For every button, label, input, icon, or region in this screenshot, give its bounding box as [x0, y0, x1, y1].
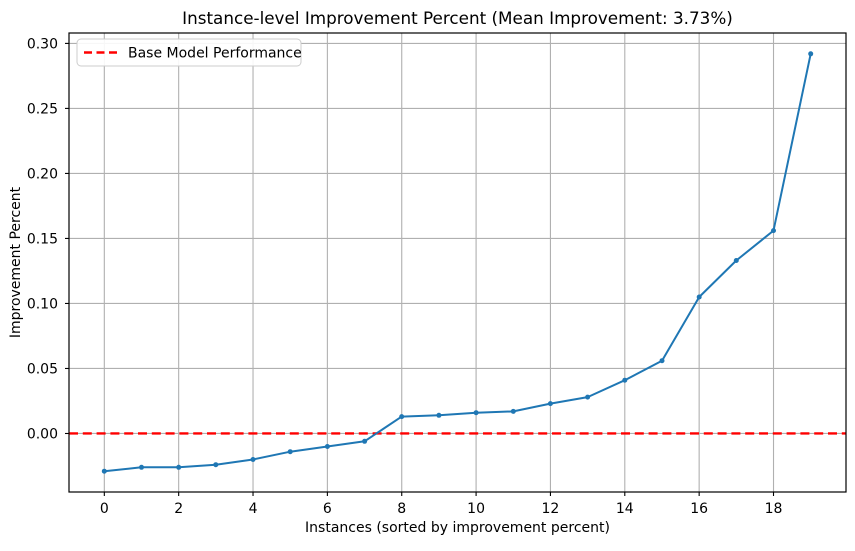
- data-point: [473, 410, 479, 416]
- data-point: [659, 358, 665, 364]
- data-point: [585, 394, 591, 400]
- y-tick-label: 0.00: [27, 426, 58, 442]
- data-point: [622, 377, 628, 383]
- data-point: [101, 468, 107, 474]
- data-point: [510, 408, 516, 414]
- x-tick-label: 8: [397, 501, 406, 517]
- data-point: [696, 294, 702, 300]
- series-layer: [69, 51, 846, 474]
- y-tick-label: 0.05: [27, 361, 58, 377]
- data-point: [287, 449, 293, 455]
- data-point: [771, 228, 776, 234]
- data-point: [362, 438, 368, 444]
- legend-label: Base Model Performance: [128, 46, 302, 62]
- x-tick-label: 0: [100, 501, 109, 517]
- x-tick-label: 12: [542, 501, 560, 517]
- legend-box: [76, 38, 302, 67]
- improvement-series-line: [103, 52, 812, 473]
- data-point: [733, 258, 739, 263]
- data-point: [808, 51, 814, 57]
- axis-tick-layer: 0 2 4 6 8 10 12 14 16 18 0.00 0.05 0.10 0.15 0.20 0.25 0…: [27, 36, 783, 517]
- y-tick-label: 0.20: [27, 166, 58, 182]
- x-tick-label: 16: [690, 501, 708, 517]
- data-point: [399, 414, 405, 420]
- y-tick-label: 0.10: [27, 296, 58, 312]
- y-tick-label: 0.15: [27, 231, 58, 247]
- chart-title: Instance-level Improvement Percent (Mean…: [182, 8, 733, 28]
- x-tick-label: 2: [174, 501, 183, 517]
- y-axis-label: Improvement Percent: [8, 186, 24, 338]
- data-point: [139, 464, 144, 470]
- data-point: [436, 412, 442, 418]
- data-point: [547, 401, 553, 407]
- x-tick-label: 6: [323, 501, 332, 517]
- legend: Base Model Performance: [76, 38, 302, 67]
- x-tick-label: 4: [249, 501, 258, 517]
- plot-border: [68, 32, 847, 493]
- x-tick-label: 18: [765, 501, 783, 517]
- x-axis-label: Instances (sorted by improvement percent…: [305, 520, 610, 536]
- data-point: [250, 457, 256, 462]
- data-point: [176, 464, 182, 470]
- x-tick-label: 10: [467, 501, 485, 517]
- data-point: [213, 462, 219, 468]
- y-tick-label: 0.30: [27, 36, 58, 52]
- y-tick-label: 0.25: [27, 101, 58, 117]
- x-tick-label: 14: [616, 501, 634, 517]
- data-point: [324, 444, 330, 449]
